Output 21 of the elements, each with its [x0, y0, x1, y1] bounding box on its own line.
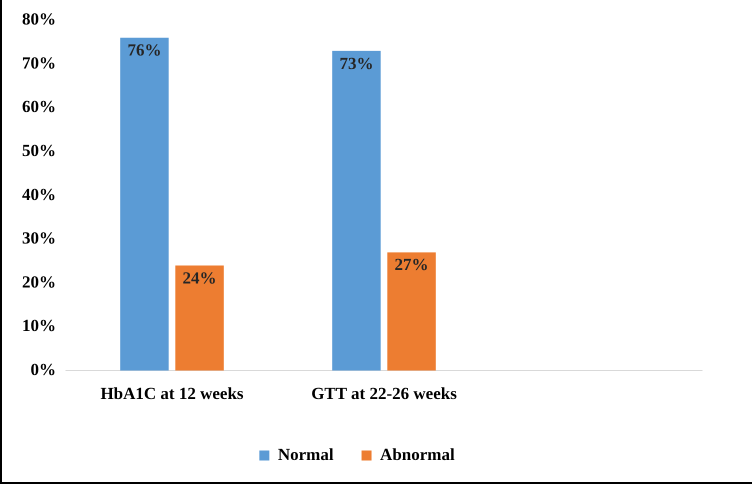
y-tick-label: 50%: [22, 140, 56, 160]
bar: [175, 265, 224, 371]
y-tick-label: 0%: [30, 360, 56, 379]
data-label: 76%: [127, 40, 162, 60]
x-tick-label: HbA1C at 12 weeks: [100, 384, 244, 404]
bar: [120, 38, 169, 371]
y-tick-label: 40%: [22, 184, 56, 204]
bar: [332, 50, 381, 371]
bar: [387, 252, 436, 371]
y-tick-label: 20%: [22, 272, 56, 292]
data-label: 27%: [394, 255, 429, 274]
data-label: 24%: [182, 268, 217, 288]
legend-label: Abnormal: [380, 444, 455, 464]
legend-label: Normal: [278, 444, 334, 464]
y-tick-label: 70%: [22, 53, 56, 72]
x-tick-label: GTT at 22-26 weeks: [311, 384, 458, 404]
y-tick-label: 80%: [22, 10, 56, 29]
y-tick-label: 30%: [22, 228, 56, 248]
y-tick-label: 60%: [22, 97, 56, 116]
y-tick-label: 10%: [22, 316, 56, 336]
data-label: 73%: [339, 54, 374, 73]
